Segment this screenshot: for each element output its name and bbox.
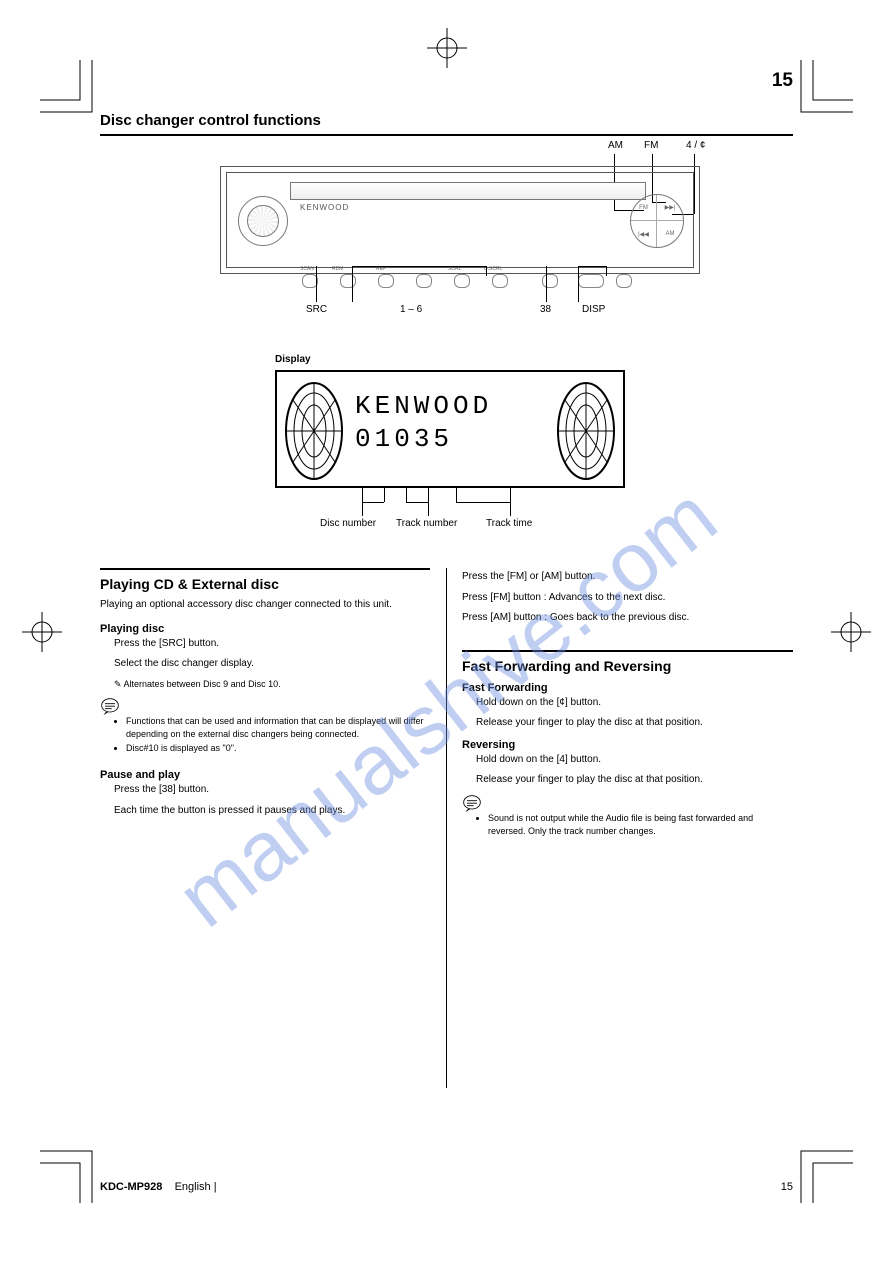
step-body-pause: Press the [38] button. xyxy=(114,783,430,798)
callout-line xyxy=(456,502,510,503)
panel-btn-8 xyxy=(578,274,604,288)
panel-btn-2 xyxy=(340,274,356,288)
note-icon xyxy=(462,794,482,812)
step-head-playing: Playing disc xyxy=(100,623,430,635)
rev-tail: Release your finger to play the disc at … xyxy=(476,773,793,788)
lcd-line2: 01035 xyxy=(355,423,545,456)
ff-tail: Release your finger to play the disc at … xyxy=(476,716,793,731)
page-number-top: 15 xyxy=(772,70,793,92)
callout-line xyxy=(456,488,457,502)
callout-line xyxy=(486,266,487,276)
callout-line xyxy=(578,266,579,302)
callout-line xyxy=(406,488,407,502)
page-content: 15 Disc changer control functions AM FM … xyxy=(100,70,793,1193)
dpad-am: AM xyxy=(657,221,683,247)
left-block-sub: Playing an optional accessory disc chang… xyxy=(100,598,430,613)
lcd-time: 35 xyxy=(414,424,453,454)
speaker-left-icon xyxy=(283,380,345,482)
crop-mark-tr xyxy=(793,60,853,120)
panel-btn-9 xyxy=(616,274,632,288)
ff-body: Hold down on the [¢] button. xyxy=(476,696,793,711)
dpad-next: ▶▶| xyxy=(657,195,683,221)
annot-disc: Disc number xyxy=(320,518,376,529)
step-tail-playing: Select the disc changer display. xyxy=(114,657,430,672)
dial-left xyxy=(238,196,288,246)
lcd-text: KENWOOD 01035 xyxy=(355,390,545,455)
page-number-bottom: 15 xyxy=(781,1181,793,1193)
callout-skip: 4 / ¢ xyxy=(686,140,705,151)
callout-line xyxy=(428,488,429,516)
callout-line xyxy=(406,502,428,503)
ff-head: Fast Forwarding xyxy=(462,682,793,694)
callout-line xyxy=(546,266,547,302)
tiny-2: RDM xyxy=(332,266,343,272)
annot-track: Track number xyxy=(396,518,457,529)
crop-mark-br xyxy=(793,1143,853,1203)
lcd-disc: 010 xyxy=(355,424,414,454)
annot-track-time: Track time xyxy=(486,518,532,529)
display-caption: Display xyxy=(275,354,311,365)
callout-line xyxy=(316,266,317,302)
callout-fm: FM xyxy=(644,140,658,151)
right-block-title: Fast Forwarding and Reversing xyxy=(462,650,793,674)
right-a-extra2: Press [AM] button : Goes back to the pre… xyxy=(462,611,793,626)
right-note: Sound is not output while the Audio file… xyxy=(476,812,793,839)
cd-slot xyxy=(290,182,646,200)
crop-mark-bl xyxy=(40,1143,100,1203)
display-module: KENWOOD 01035 xyxy=(275,370,625,488)
callout-line xyxy=(606,266,607,276)
callout-line xyxy=(362,502,384,503)
panel-btn-3 xyxy=(378,274,394,288)
column-right: Press the [FM] or [AM] button. Press [FM… xyxy=(462,568,793,839)
footer-model: KDC-MP928 xyxy=(100,1181,162,1193)
callout-line xyxy=(510,488,511,516)
column-left: Playing CD & External disc Playing an op… xyxy=(100,568,430,824)
column-divider xyxy=(446,568,447,1088)
crop-mark-tl xyxy=(40,60,100,120)
callout-line xyxy=(352,266,486,267)
step-body-playing: Press the [SRC] button. xyxy=(114,637,430,652)
left-block-title: Playing CD & External disc xyxy=(100,568,430,592)
register-mark-right xyxy=(831,612,871,652)
register-mark-top xyxy=(427,28,467,68)
section-title: Disc changer control functions xyxy=(100,112,321,129)
callout-disp: DISP xyxy=(582,304,605,315)
callout-line xyxy=(384,488,385,502)
panel-btn-4 xyxy=(416,274,432,288)
right-a-body: Press the [FM] or [AM] button. xyxy=(462,570,793,585)
callout-am: AM xyxy=(608,140,623,151)
right-a-extra: Press [FM] button : Advances to the next… xyxy=(462,591,793,606)
step-head-pause: Pause and play xyxy=(100,769,430,781)
callout-38: 38 xyxy=(540,304,551,315)
note-body-left: Functions that can be used and informati… xyxy=(114,715,430,756)
note-icon xyxy=(100,697,120,715)
speaker-right-icon xyxy=(555,380,617,482)
tiny-1: SCAN xyxy=(300,266,314,272)
step-tail-pause: Each time the button is pressed it pause… xyxy=(114,804,430,819)
register-mark-left xyxy=(22,612,62,652)
two-column-body: Playing CD & External disc Playing an op… xyxy=(100,568,793,1088)
stereo-panel-diagram: KENWOOD FM ▶▶| |◀◀ AM SCAN RDM REP SCRL … xyxy=(220,158,700,298)
footer-left: KDC-MP928 English | xyxy=(100,1181,217,1193)
right-note-li: Sound is not output while the Audio file… xyxy=(488,812,793,839)
rev-head: Reversing xyxy=(462,739,793,751)
dpad-fm: FM xyxy=(631,195,657,221)
panel-btn-6 xyxy=(492,274,508,288)
panel-btn-5 xyxy=(454,274,470,288)
section-rule xyxy=(100,134,793,136)
panel-btn-7 xyxy=(542,274,558,288)
step-extra-playing: ✎ Alternates between Disc 9 and Disc 10. xyxy=(114,678,430,691)
dpad-prev: |◀◀ xyxy=(631,221,657,247)
brand-label: KENWOOD xyxy=(300,203,349,212)
dial-right: FM ▶▶| |◀◀ AM xyxy=(630,194,684,248)
callout-line xyxy=(352,266,353,302)
rev-body: Hold down on the [4] button. xyxy=(476,753,793,768)
lcd-line1: KENWOOD xyxy=(355,390,545,423)
note-li-1: Functions that can be used and informati… xyxy=(126,715,430,742)
callout-line xyxy=(578,266,606,267)
note-li-2: Disc#10 is displayed as "0". xyxy=(126,742,430,756)
callout-src: SRC xyxy=(306,304,327,315)
callout-16: 1 – 6 xyxy=(400,304,422,315)
footer-lang: English | xyxy=(175,1181,217,1193)
